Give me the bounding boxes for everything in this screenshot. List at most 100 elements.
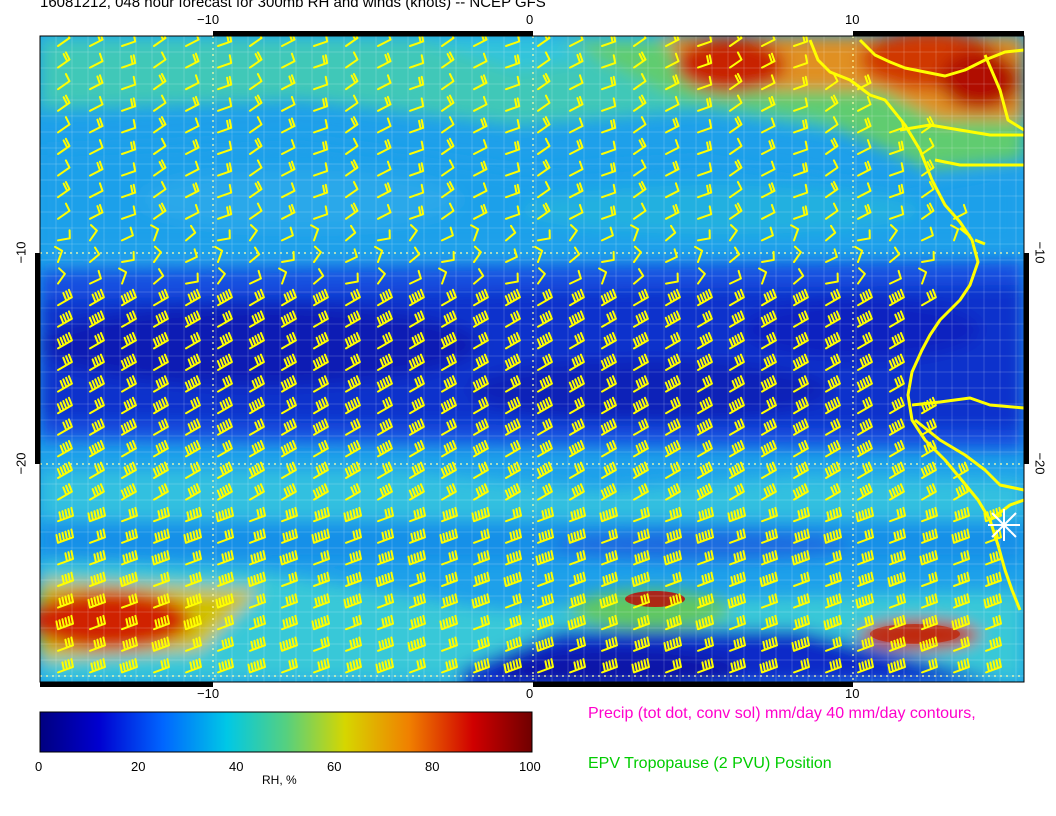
wind-barb xyxy=(665,182,680,199)
wind-barb xyxy=(409,506,426,523)
wind-barb xyxy=(441,506,458,523)
wind-barb xyxy=(281,332,297,350)
wind-barb xyxy=(57,506,74,523)
wind-barb xyxy=(313,205,329,220)
wind-barb xyxy=(153,506,170,523)
wind-barb xyxy=(824,461,841,479)
wind-barb xyxy=(888,288,905,307)
wind-barb xyxy=(854,245,864,263)
wind-barb xyxy=(601,54,617,69)
wind-barb xyxy=(665,461,681,479)
wind-barb xyxy=(89,246,101,263)
wind-barb xyxy=(345,73,359,91)
wind-barb xyxy=(761,483,777,501)
wind-barb xyxy=(409,658,426,674)
wind-barb xyxy=(601,636,618,652)
wind-barb xyxy=(825,181,839,199)
wind-barb xyxy=(857,160,872,177)
wind-barb xyxy=(185,506,202,523)
wind-barb xyxy=(377,528,394,544)
wind-barb xyxy=(249,528,266,544)
wind-barb xyxy=(504,288,521,307)
wind-barb xyxy=(184,375,201,393)
wind-barb xyxy=(761,461,777,479)
wind-barb xyxy=(665,74,680,91)
wind-barb xyxy=(729,310,745,328)
wind-barb xyxy=(889,396,905,415)
wind-barb xyxy=(889,550,906,566)
wind-barb xyxy=(697,506,714,523)
wind-barb xyxy=(568,440,585,458)
wind-barb xyxy=(57,36,71,47)
wind-barb xyxy=(376,440,393,458)
wind-barb xyxy=(825,94,839,112)
wind-barb xyxy=(473,268,485,285)
wind-barb xyxy=(441,418,457,436)
wind-barb xyxy=(695,614,714,631)
wind-barb xyxy=(921,614,938,631)
wind-barb xyxy=(153,202,167,220)
wind-barb xyxy=(153,353,169,371)
wind-barb xyxy=(89,614,106,631)
wind-barb xyxy=(633,593,650,609)
wind-barb xyxy=(761,288,777,307)
wind-barb xyxy=(761,528,778,544)
wind-barb xyxy=(89,139,104,155)
wind-barb xyxy=(665,658,682,674)
wind-barb xyxy=(505,119,521,134)
wind-barb xyxy=(249,593,266,609)
wind-barb xyxy=(537,51,551,69)
wind-barb xyxy=(217,36,233,47)
wind-barb xyxy=(983,593,1002,609)
wind-barb xyxy=(729,224,738,242)
wind-barb xyxy=(857,550,874,566)
wind-barb xyxy=(793,571,810,587)
wind-barb xyxy=(313,332,329,350)
wind-barb xyxy=(281,139,296,155)
wind-barb xyxy=(601,461,617,479)
wind-barb xyxy=(473,245,482,263)
wind-barb xyxy=(921,250,935,263)
wind-barb xyxy=(217,267,226,285)
wind-barb xyxy=(569,353,585,371)
lat-tick-right-1: −10 xyxy=(1032,241,1048,264)
wind-barb xyxy=(345,528,362,544)
wind-barb xyxy=(633,440,649,458)
wind-barb xyxy=(345,116,359,134)
wind-barb xyxy=(537,593,554,609)
wind-barb xyxy=(153,51,167,69)
wind-barb xyxy=(120,483,137,501)
wind-barb xyxy=(441,226,454,242)
wind-barb xyxy=(825,571,842,587)
wind-barb xyxy=(728,461,745,479)
wind-barb xyxy=(89,636,106,652)
wind-barb xyxy=(697,229,711,242)
wind-barb xyxy=(375,571,394,587)
wind-barb xyxy=(185,353,201,371)
wind-barb xyxy=(281,353,297,371)
wind-barb xyxy=(441,116,455,134)
wind-barb xyxy=(728,332,745,350)
wind-barb xyxy=(377,593,394,609)
wind-barb xyxy=(473,74,488,91)
wind-barb xyxy=(665,36,680,47)
wind-barb xyxy=(633,288,649,307)
wind-barb xyxy=(919,636,938,652)
wind-barb xyxy=(729,483,745,501)
rh-colorbar xyxy=(39,711,533,753)
wind-barb xyxy=(185,418,201,436)
wind-barb xyxy=(185,203,200,220)
wind-barb xyxy=(152,396,169,415)
wind-barb xyxy=(505,248,518,263)
wind-barb xyxy=(505,593,522,609)
wind-barb xyxy=(121,54,137,69)
wind-barb xyxy=(409,332,425,350)
wind-barb xyxy=(89,95,104,112)
wind-barb xyxy=(697,119,713,134)
wind-barb xyxy=(665,506,682,523)
wind-barb xyxy=(473,483,489,501)
wind-barb xyxy=(470,224,480,242)
wind-barb xyxy=(57,636,74,652)
wind-barb xyxy=(153,245,162,263)
wind-barb xyxy=(825,375,841,393)
